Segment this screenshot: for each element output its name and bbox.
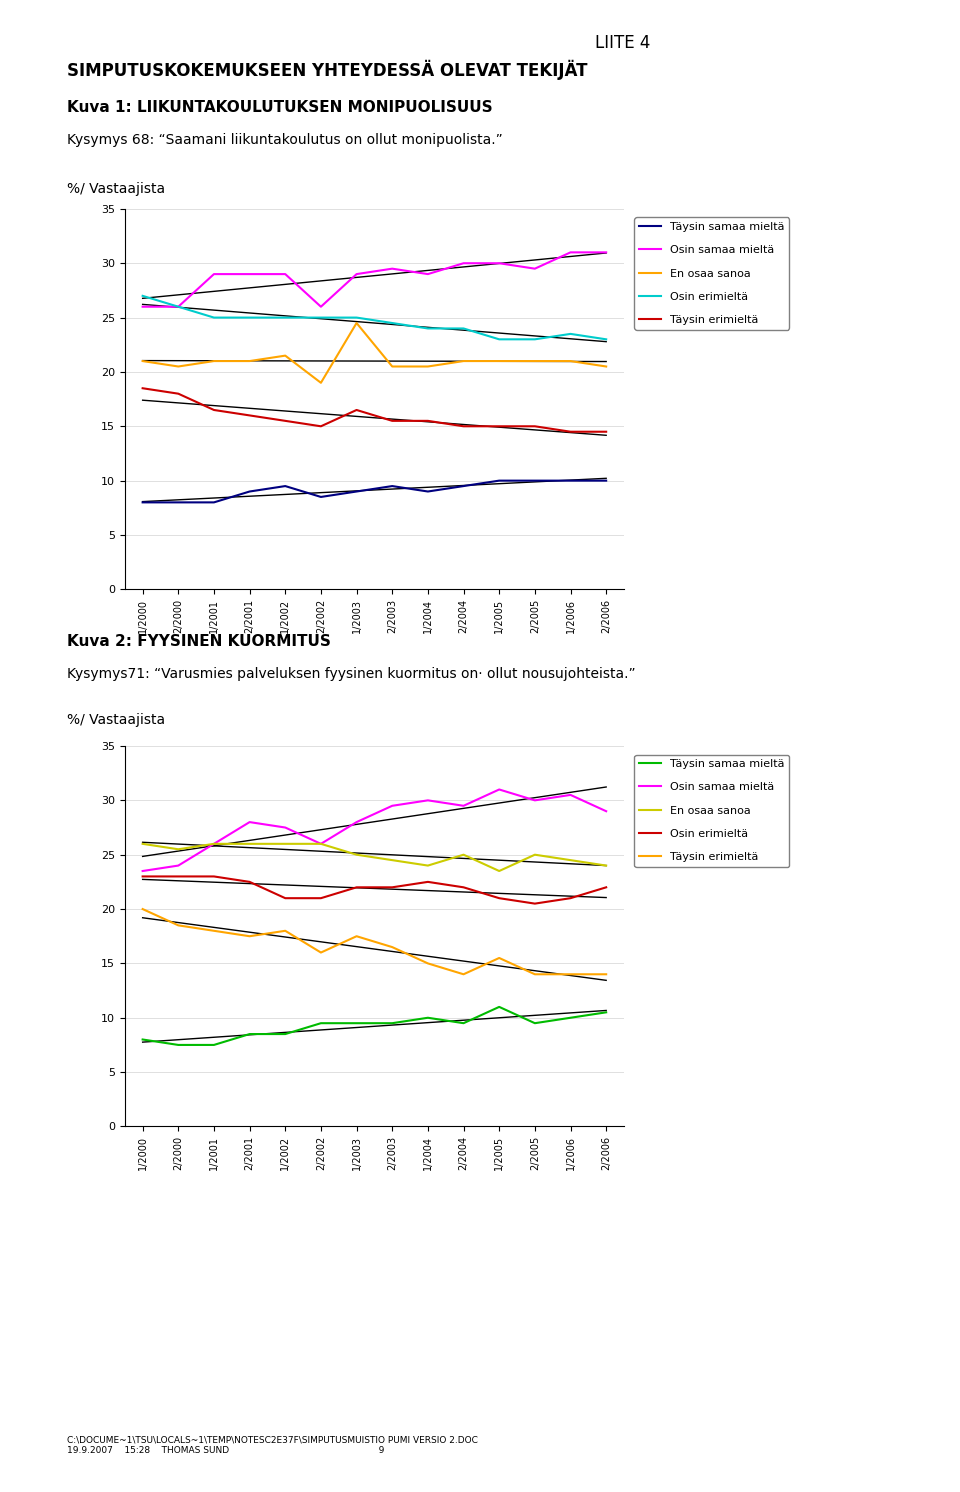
Text: C:\DOCUME~1\TSU\LOCALS~1\TEMP\NOTESC2E37F\SIMPUTUSMUISTIO PUMI VERSIO 2.DOC
19.9: C:\DOCUME~1\TSU\LOCALS~1\TEMP\NOTESC2E37…: [67, 1435, 478, 1455]
Text: Kuva 2: FYYSINEN KUORMITUS: Kuva 2: FYYSINEN KUORMITUS: [67, 634, 331, 649]
Text: SIMPUTUSKOKEMUKSEEN YHTEYDESSÄ OLEVAT TEKIJÄT: SIMPUTUSKOKEMUKSEEN YHTEYDESSÄ OLEVAT TE…: [67, 60, 588, 81]
Text: %/ Vastaajista: %/ Vastaajista: [67, 713, 165, 727]
Text: Kuva 1: LIIKUNTAKOULUTUKSEN MONIPUOLISUUS: Kuva 1: LIIKUNTAKOULUTUKSEN MONIPUOLISUU…: [67, 100, 492, 115]
Text: %/ Vastaajista: %/ Vastaajista: [67, 182, 165, 195]
Text: Kysymys 68: “Saamani liikuntakoulutus on ollut monipuolista.”: Kysymys 68: “Saamani liikuntakoulutus on…: [67, 133, 503, 146]
Legend: Täysin samaa mieltä, Osin samaa mieltä, En osaa sanoa, Osin erimieltä, Täysin er: Täysin samaa mieltä, Osin samaa mieltä, …: [635, 218, 789, 330]
Legend: Täysin samaa mieltä, Osin samaa mieltä, En osaa sanoa, Osin erimieltä, Täysin er: Täysin samaa mieltä, Osin samaa mieltä, …: [635, 755, 789, 867]
Text: LIITE 4: LIITE 4: [595, 34, 651, 52]
Text: Kysymys71: “Varusmies palveluksen fyysinen kuormitus on· ollut nousujohteista.”: Kysymys71: “Varusmies palveluksen fyysin…: [67, 667, 636, 680]
